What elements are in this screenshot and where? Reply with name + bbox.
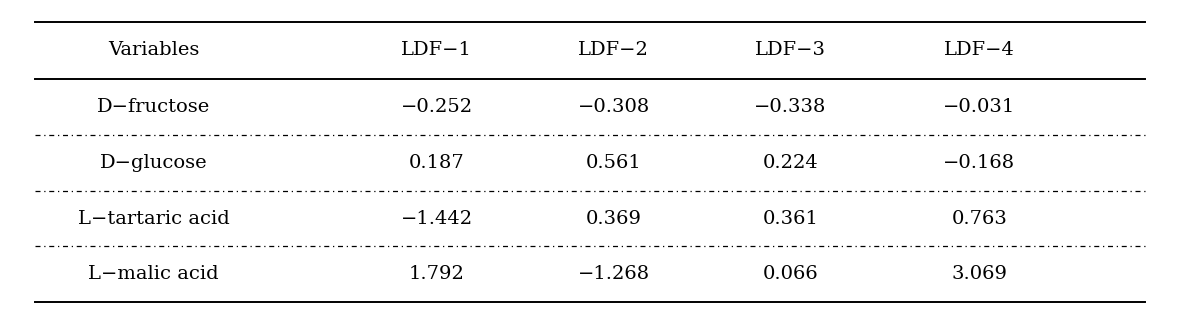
- Text: 0.224: 0.224: [762, 154, 819, 172]
- Text: LDF−4: LDF−4: [944, 41, 1015, 60]
- Text: LDF−2: LDF−2: [578, 41, 649, 60]
- Text: 1.792: 1.792: [408, 266, 465, 284]
- Text: L−malic acid: L−malic acid: [88, 266, 218, 284]
- Text: LDF−3: LDF−3: [755, 41, 826, 60]
- Text: 0.066: 0.066: [762, 266, 819, 284]
- Text: L−tartaric acid: L−tartaric acid: [78, 209, 229, 227]
- Text: 0.187: 0.187: [408, 154, 465, 172]
- Text: −1.268: −1.268: [577, 266, 650, 284]
- Text: 0.369: 0.369: [585, 209, 642, 227]
- Text: D−glucose: D−glucose: [99, 154, 208, 172]
- Text: −0.252: −0.252: [400, 98, 473, 116]
- Text: −1.442: −1.442: [400, 209, 473, 227]
- Text: D−fructose: D−fructose: [97, 98, 210, 116]
- Text: Variables: Variables: [107, 41, 199, 60]
- Text: −0.308: −0.308: [577, 98, 650, 116]
- Text: 0.763: 0.763: [951, 209, 1008, 227]
- Text: −0.031: −0.031: [943, 98, 1016, 116]
- Text: 0.361: 0.361: [762, 209, 819, 227]
- Text: −0.338: −0.338: [754, 98, 827, 116]
- Text: 3.069: 3.069: [951, 266, 1008, 284]
- Text: LDF−1: LDF−1: [401, 41, 472, 60]
- Text: 0.561: 0.561: [585, 154, 642, 172]
- Text: −0.168: −0.168: [943, 154, 1016, 172]
